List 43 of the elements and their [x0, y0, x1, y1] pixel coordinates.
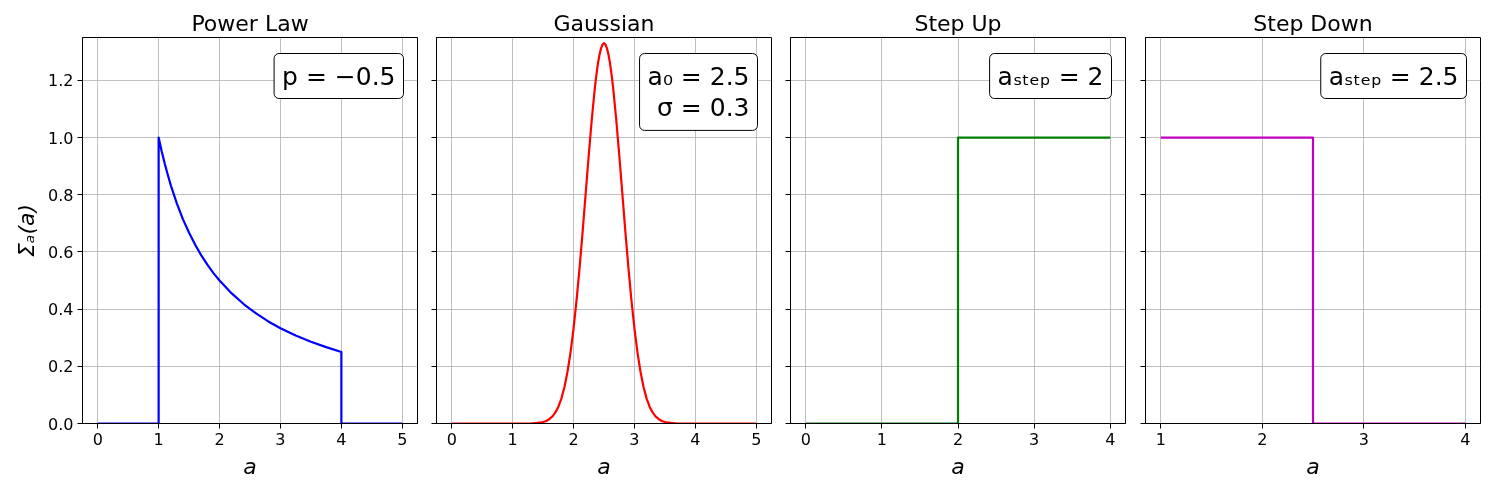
chart-title: Power Law: [191, 10, 309, 36]
x-tick-label: 0: [800, 429, 811, 449]
y-tick-label: 0.4: [48, 300, 74, 320]
annotation: a₀ = 2.5: [647, 61, 750, 91]
x-axis-title: a: [1306, 453, 1320, 479]
x-tick-label: 3: [275, 429, 286, 449]
x-tick-label: 1: [1155, 429, 1166, 449]
x-tick-label: 1: [507, 429, 518, 449]
y-tick-label: 0.0: [48, 414, 74, 434]
x-tick-label: 4: [1105, 429, 1116, 449]
y-tick-label: 1.2: [48, 71, 74, 91]
x-tick-label: 2: [952, 429, 964, 449]
x-tick-label: 5: [751, 429, 762, 449]
x-tick-label: 0: [92, 429, 103, 449]
y-tick-label: 0.8: [48, 185, 74, 205]
x-axis-title: a: [951, 453, 965, 479]
x-tick-label: 1: [153, 429, 164, 449]
annotation: σ = 0.3: [657, 93, 750, 123]
x-axis-title: a: [243, 453, 257, 479]
annotation: aₛₜₑₚ = 2.5: [1328, 61, 1459, 91]
chart-title: Step Down: [1253, 10, 1373, 36]
y-tick-label: 0.6: [48, 242, 74, 262]
x-tick-label: 5: [397, 429, 408, 449]
x-tick-label: 3: [1029, 429, 1040, 449]
x-tick-label: 1: [876, 429, 887, 449]
x-axis-title: a: [597, 453, 611, 479]
x-tick-label: 0: [446, 429, 457, 449]
x-tick-label: 4: [690, 429, 701, 449]
x-tick-label: 2: [1257, 429, 1268, 449]
annotation: aₛₜₑₚ = 2: [997, 61, 1104, 91]
x-tick-label: 4: [1460, 429, 1471, 449]
y-tick-label: 1.0: [48, 128, 74, 148]
x-tick-label: 2: [214, 429, 225, 449]
y-axis-title: Σₐ(a): [14, 203, 40, 258]
x-tick-label: 3: [629, 429, 640, 449]
chart-title: Step Up: [914, 10, 1002, 36]
x-tick-label: 4: [336, 429, 347, 449]
annotation: p = −0.5: [282, 61, 396, 91]
y-tick-label: 0.2: [48, 357, 74, 377]
x-tick-label: 3: [1358, 429, 1369, 449]
chart-title: Gaussian: [553, 10, 655, 36]
line-series: [96, 136, 404, 424]
x-tick-label: 2: [568, 429, 579, 449]
